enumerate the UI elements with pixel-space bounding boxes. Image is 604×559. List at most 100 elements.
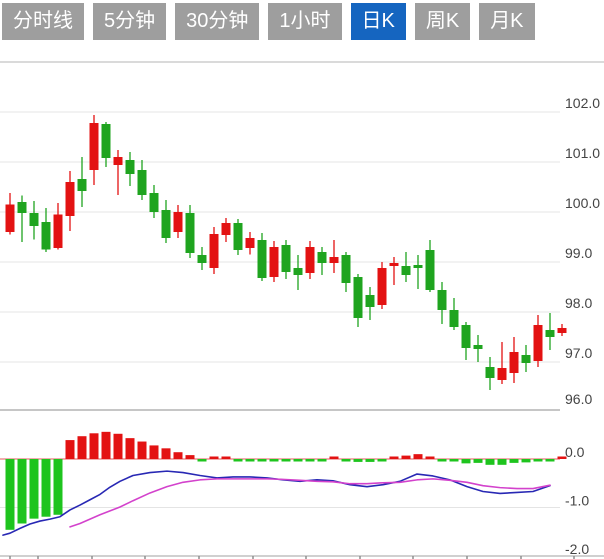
candle-body (449, 310, 459, 327)
macd-histogram-bar (437, 459, 447, 462)
candle-body (389, 263, 399, 266)
macd-histogram-bar (77, 436, 87, 459)
macd-histogram-bar (137, 441, 147, 459)
candle-body (401, 266, 411, 275)
candle-body (89, 123, 99, 170)
macd-histogram-bar (341, 459, 351, 462)
y-axis-label: 100.0 (565, 195, 600, 211)
macd-axis-label: -1.0 (565, 493, 589, 509)
macd-histogram-bar (113, 433, 123, 459)
candle-body (509, 352, 519, 373)
candle-body (197, 255, 207, 263)
candle-body (473, 345, 483, 349)
macd-histogram-bar (257, 459, 267, 462)
candle-body (317, 252, 327, 263)
candle-body (125, 160, 135, 174)
tab-daily-k[interactable]: 日K (350, 3, 406, 40)
macd-histogram-bar (5, 459, 15, 530)
candle-body (293, 268, 303, 275)
y-axis-label: 102.0 (565, 95, 600, 111)
macd-histogram-bar (53, 459, 63, 515)
tab-time-line[interactable]: 分时线 (2, 3, 84, 40)
macd-histogram-bar (281, 459, 291, 462)
macd-histogram-bar (269, 459, 279, 462)
candle-body (245, 238, 255, 248)
candle-body (161, 210, 171, 238)
tab-5min[interactable]: 5分钟 (93, 3, 167, 40)
candle-body (173, 212, 183, 232)
macd-histogram-bar (425, 456, 435, 459)
macd-histogram-bar (173, 452, 183, 459)
macd-histogram-bar (89, 433, 99, 459)
macd-histogram-bar (185, 455, 195, 459)
candle-body (5, 204, 15, 232)
candle-body (329, 257, 339, 263)
candle-body (149, 193, 159, 212)
macd-histogram-bar (305, 459, 315, 462)
candle-body (497, 368, 507, 380)
period-tabbar: 分时线 5分钟 30分钟 1小时 日K 周K 月K (2, 3, 535, 40)
macd-histogram-bar (329, 456, 339, 459)
candle-body (437, 290, 447, 310)
macd-axis-label: -2.0 (565, 541, 589, 557)
macd-histogram-bar (149, 445, 159, 459)
macd-histogram-bar (101, 431, 111, 459)
macd-histogram-bar (209, 456, 219, 459)
candle-body (281, 245, 291, 272)
tab-1hour[interactable]: 1小时 (268, 3, 342, 40)
candle-body (257, 240, 267, 278)
macd-histogram-bar (125, 438, 135, 459)
candle-body (305, 247, 315, 273)
macd-histogram-bar (497, 459, 507, 465)
macd-histogram-bar (29, 459, 39, 519)
tab-30min[interactable]: 30分钟 (175, 3, 260, 40)
candle-body (521, 355, 531, 363)
candle-body (65, 182, 75, 216)
macd-histogram-bar (557, 456, 567, 459)
y-axis-label: 99.0 (565, 245, 592, 261)
candle-body (461, 325, 471, 348)
candle-body (341, 255, 351, 283)
candle-body (41, 222, 51, 250)
macd-histogram-bar (293, 459, 303, 462)
y-axis-label: 96.0 (565, 391, 592, 407)
tab-weekly-k[interactable]: 周K (414, 3, 471, 40)
dif-line (2, 470, 551, 536)
macd-histogram-bar (545, 459, 555, 462)
macd-histogram-bar (197, 459, 207, 462)
candle-body (413, 265, 423, 268)
macd-histogram-bar (17, 459, 27, 524)
candle-body (209, 234, 219, 268)
macd-histogram-bar (533, 459, 543, 462)
candle-body (377, 268, 387, 305)
dea-line (69, 478, 551, 528)
candle-body (221, 223, 231, 235)
candle-body (425, 250, 435, 290)
macd-histogram-bar (521, 459, 531, 463)
candle-body (185, 213, 195, 253)
y-axis-label: 97.0 (565, 345, 592, 361)
candle-body (353, 277, 363, 318)
macd-histogram-bar (389, 456, 399, 459)
macd-histogram-bar (317, 459, 327, 462)
macd-histogram-bar (473, 459, 483, 463)
candle-body (533, 325, 543, 361)
candle-body (17, 202, 27, 213)
candle-body (29, 213, 39, 226)
macd-histogram-bar (41, 459, 51, 517)
macd-histogram-bar (365, 459, 375, 462)
candle-body (233, 223, 243, 250)
macd-histogram-bar (377, 459, 387, 462)
y-axis-label: 101.0 (565, 145, 600, 161)
macd-histogram-bar (233, 459, 243, 462)
macd-histogram-bar (161, 448, 171, 459)
y-axis-label: 98.0 (565, 295, 592, 311)
macd-histogram-bar (509, 459, 519, 463)
macd-histogram-bar (65, 440, 75, 459)
candle-body (557, 328, 567, 333)
macd-axis-label: 0.0 (565, 444, 585, 460)
tab-monthly-k[interactable]: 月K (479, 3, 535, 40)
macd-histogram-bar (485, 459, 495, 465)
